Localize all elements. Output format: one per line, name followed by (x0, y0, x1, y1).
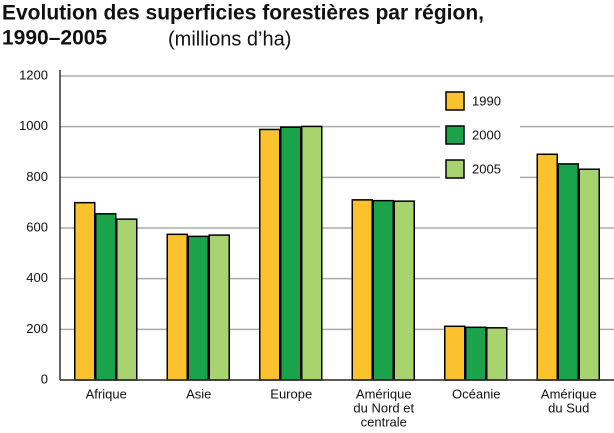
y-tick-label: 600 (26, 219, 48, 234)
bar (301, 125, 323, 381)
y-tick-label: 0 (41, 371, 48, 386)
x-tick-label: Océanie (452, 386, 500, 401)
bar (208, 234, 230, 381)
legend-swatch (445, 159, 465, 179)
bar (259, 128, 281, 381)
bar (536, 153, 558, 381)
x-tick-label: Europe (270, 386, 312, 401)
y-tick-label: 1000 (19, 118, 48, 133)
y-tick-label: 400 (26, 270, 48, 285)
legend-swatch (445, 125, 465, 145)
chart-title: Evolution des superficies forestières pa… (2, 2, 484, 25)
x-tick-label: Afrique (86, 386, 127, 401)
legend-label: 2000 (472, 127, 501, 142)
bar (578, 168, 600, 381)
legend-swatch (445, 91, 465, 111)
bar (557, 163, 579, 381)
x-tick-label: Amérique (541, 386, 597, 401)
bar (351, 199, 373, 381)
y-tick-label: 200 (26, 321, 48, 336)
bar (116, 218, 138, 381)
chart-subtitle: (millions d’ha) (168, 28, 291, 50)
x-tick-label: Amérique (356, 386, 412, 401)
bar (280, 126, 302, 381)
bar (372, 199, 394, 381)
legend-label: 1990 (472, 93, 501, 108)
x-tick-label: du Sud (548, 400, 589, 415)
y-tick-label: 1200 (19, 67, 48, 82)
bar (444, 325, 466, 381)
legend-label: 2005 (472, 161, 501, 176)
bar (486, 327, 508, 381)
bar (166, 233, 188, 381)
y-tick-label: 800 (26, 169, 48, 184)
bar (74, 201, 96, 381)
x-tick-label: centrale (361, 414, 407, 429)
bar (393, 200, 415, 381)
x-tick-label: Asie (186, 386, 211, 401)
bar (187, 235, 209, 381)
x-tick-label: du Nord et (353, 400, 414, 415)
chart-title: 1990–2005 (2, 27, 107, 50)
bar (95, 213, 117, 381)
bar (465, 326, 487, 381)
